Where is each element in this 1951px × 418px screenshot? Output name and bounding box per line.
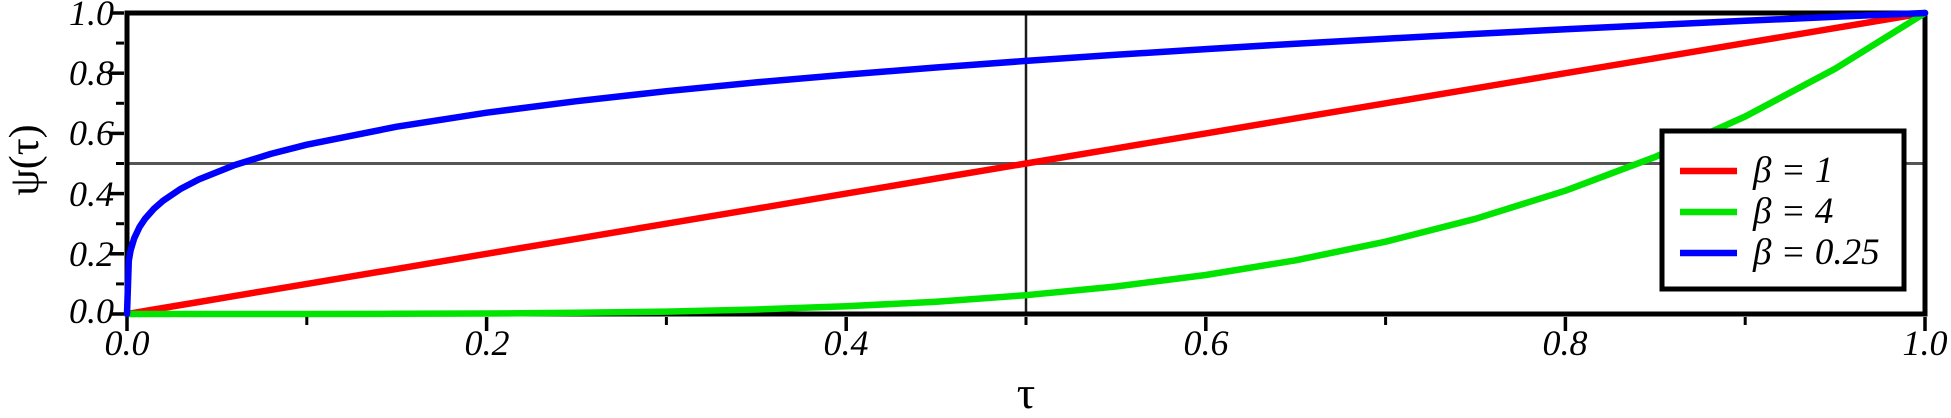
plot-frame [124, 10, 1928, 317]
legend-label-beta-1: β = 1 [1753, 150, 1834, 191]
y-tick-label: 1.0 [69, 0, 114, 33]
x-tick-label: 0.6 [1183, 323, 1229, 363]
legend-label-beta-4: β = 4 [1753, 191, 1834, 232]
x-tick-label: 0.8 [1542, 323, 1588, 363]
y-tick-label: 0.2 [69, 234, 114, 274]
x-tick-label: 1.0 [1902, 323, 1948, 363]
curve-beta-4 [123, 9, 1929, 318]
x-tick-label: 0.2 [464, 323, 510, 363]
x-tick-label: 0.4 [823, 323, 869, 363]
y-tick-label: 0.6 [69, 113, 114, 153]
y-tick-label: 0.0 [69, 291, 114, 331]
y-axis-title: ψ(τ) [2, 124, 48, 196]
y-tick-label: 0.8 [69, 53, 114, 93]
curve-beta-0.25 [123, 9, 1929, 318]
y-tick-label: 0.4 [69, 174, 114, 214]
x-axis-title: τ [1016, 367, 1036, 418]
x-tick-label: 0.0 [104, 323, 150, 363]
legend-label-beta-0.25: β = 0.25 [1753, 232, 1880, 273]
